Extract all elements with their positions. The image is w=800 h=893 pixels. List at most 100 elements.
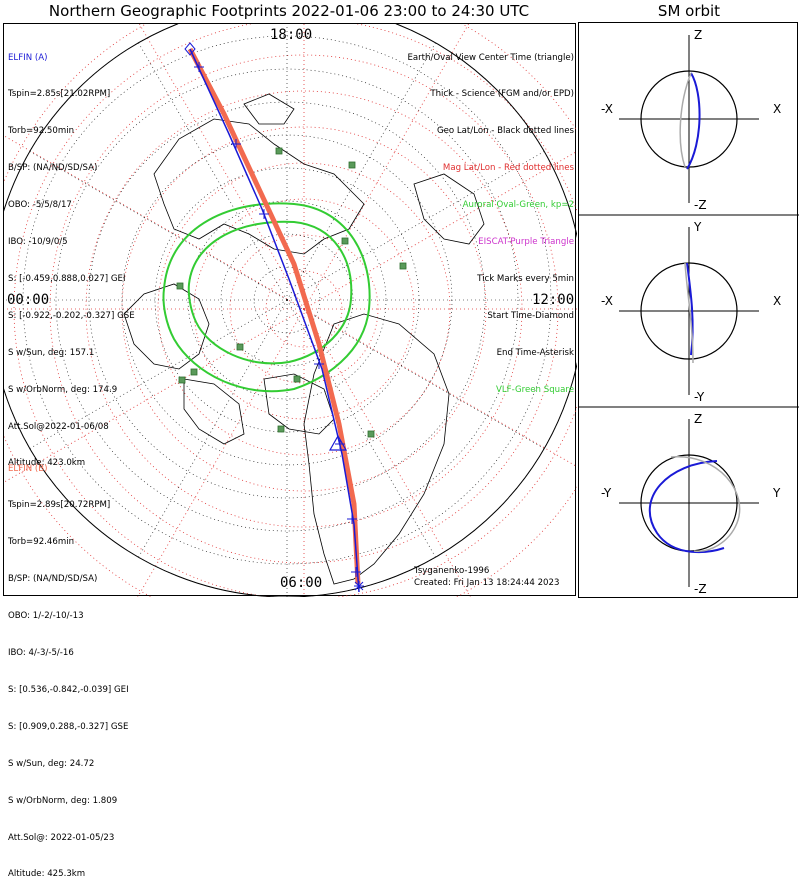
sm-axis-label-bottom: -Y [694,390,705,404]
sm-axis-label-right: Y [772,486,781,500]
sm-orbit-a [648,460,725,554]
legend: Earth/Oval View Center Time (triangle) T… [407,27,574,408]
sm-axis-label-right: X [773,294,781,308]
created-label: Created: Fri Jan 13 18:24:44 2023 [414,578,560,588]
elfin-b-line: Att.Sol@: 2022-01-05/23 [8,832,115,843]
elfin-a-line: OBO: -5/5/8/17 [8,200,72,211]
coastline [243,93,295,125]
vlf-stations [176,147,407,438]
view-center-triangle [328,434,348,451]
auroral-oval [162,202,371,393]
coastlines [123,93,485,585]
vlf-station-square [348,161,356,169]
elfin-b-name: ELFIN (B) [8,463,48,474]
elfin-a-line: IBO: -10/9/0/5 [8,237,68,248]
geo-grid [4,24,577,597]
sm-orbit-title: SM orbit [657,2,721,20]
mag-latitude-circle [157,162,451,456]
vlf-station-square [399,262,407,270]
sm-axis-label-top: Z [694,28,702,42]
end-asterisk [354,581,364,591]
legend-item: Geo Lat/Lon - Black dotted lines [436,126,574,137]
clock-label-top: 18:00 [270,27,313,43]
mag-latitude-circle [193,198,415,420]
elfin-a-line: S: [-0.922,-0.202,-0.327] GSE [8,310,135,321]
sm-orbit-a [686,72,701,170]
elfin-a-track [189,48,360,593]
mag-latitude-circle [229,234,379,384]
sm-earth-circle [640,262,738,360]
coastline [153,118,365,255]
sm-orbit-b [684,262,694,364]
geo-latitude-circle [220,233,354,367]
legend-item: Earth/Oval View Center Time (triangle) [407,52,574,63]
geo-longitude-line [136,40,288,301]
vlf-station-square [341,237,349,245]
geo-latitude-circle [55,68,519,532]
sm-axis-label-left: -X [601,102,613,116]
clock-label-right: 12:00 [532,292,575,308]
sm-axis-label-right: X [773,102,781,116]
coastline [413,173,485,245]
sm-axis-label-top: Y [693,220,702,234]
vlf-station-square [190,368,198,376]
elfin-a-line: B/SP: (NA/ND/SD/SA) [8,163,98,174]
sm-axis-label-top: Z [694,412,702,426]
geo-latitude-circle [187,200,387,400]
elfin-a-line: Att.Sol@2022-01-06/08 [8,421,109,432]
elfin-b-line: Torb=92.46min [8,537,75,548]
legend-item: Tick Marks every 5min [477,273,574,284]
sm-axis-label-left: -Y [601,486,612,500]
elfin-b-line: Tspin=2.89s[20.72RPM] [8,500,111,511]
coastline [183,378,245,445]
clock-label-left: 00:00 [7,292,50,308]
elfin-a-name: ELFIN (A) [8,52,48,63]
elfin-a-line: Altitude: 423.0km [8,458,86,469]
elfin-b-info: ELFIN (B) Tspin=2.89s[20.72RPM] Torb=92.… [8,438,129,893]
model-label: Tsyganenko-1996 [414,566,490,576]
vlf-station-square [178,376,186,384]
sm-axis-label-bottom: -Z [694,198,707,212]
mag-grid [4,24,577,597]
footprint-map-svg [4,24,577,597]
sm-orbit-b [670,456,741,552]
sm-orbit-b [679,72,692,168]
track-tick-mark [231,139,241,149]
auroral-oval-outer [162,202,371,393]
elfin-a-line: Torb=92.50min [8,126,75,137]
legend-item: VLF-Green Square [495,384,574,395]
elfin-a-info: ELFIN (A) Tspin=2.85s[21.02RPM] Torb=92.… [8,27,135,482]
elfin-b-line: S w/OrbNorm, deg: 1.809 [8,795,118,806]
track-tick-mark [194,62,204,72]
elfin-b-line: B/SP: (NA/ND/SD/SA) [8,574,98,585]
elfin-b-line: OBO: 1/-2/-10/-13 [8,611,84,622]
satellite-tracks [184,42,364,593]
elfin-b-track [187,47,361,585]
elfin-b-line: S: [0.909,0.288,-0.327] GSE [8,721,129,732]
vlf-station-square [275,147,283,155]
sm-axis-label-left: -X [601,294,613,308]
clock-label-bottom: 06:00 [280,575,323,591]
track-tick-mark [351,567,361,577]
elfin-a-line: S: [-0.459,0.888,0.027] GEI [8,273,126,284]
elfin-b-line: IBO: 4/-3/-5/-16 [8,648,74,659]
elfin-b-line: S: [0.536,-0.842,-0.039] GEI [8,684,129,695]
track-tick-mark [314,359,324,369]
mag-latitude-circle [265,270,343,348]
legend-item: Thick - Science (FGM and/or EPD) [430,89,574,100]
track-tick-mark [347,514,357,524]
sm-orbit-svg: Z -Z -X X Y -Y -X X Z -Z -Y Y [579,28,799,596]
mag-latitude-circle [85,90,523,528]
legend-item: Auroral Oval-Green, kp=2 [462,200,574,211]
geo-latitude-circle [88,101,486,499]
start-diamond [184,42,196,56]
sm-axis-label-bottom: -Z [694,582,707,596]
legend-item: EISCAT-Purple Triangle [478,237,574,248]
coastline [123,283,210,370]
legend-item: Start Time-Diamond [487,310,574,321]
mag-latitude-circle [49,54,559,564]
geo-longitude-line [136,299,288,560]
track-tick-mark [259,209,269,219]
coastline [263,373,335,435]
auroral-oval-inner [187,220,353,365]
